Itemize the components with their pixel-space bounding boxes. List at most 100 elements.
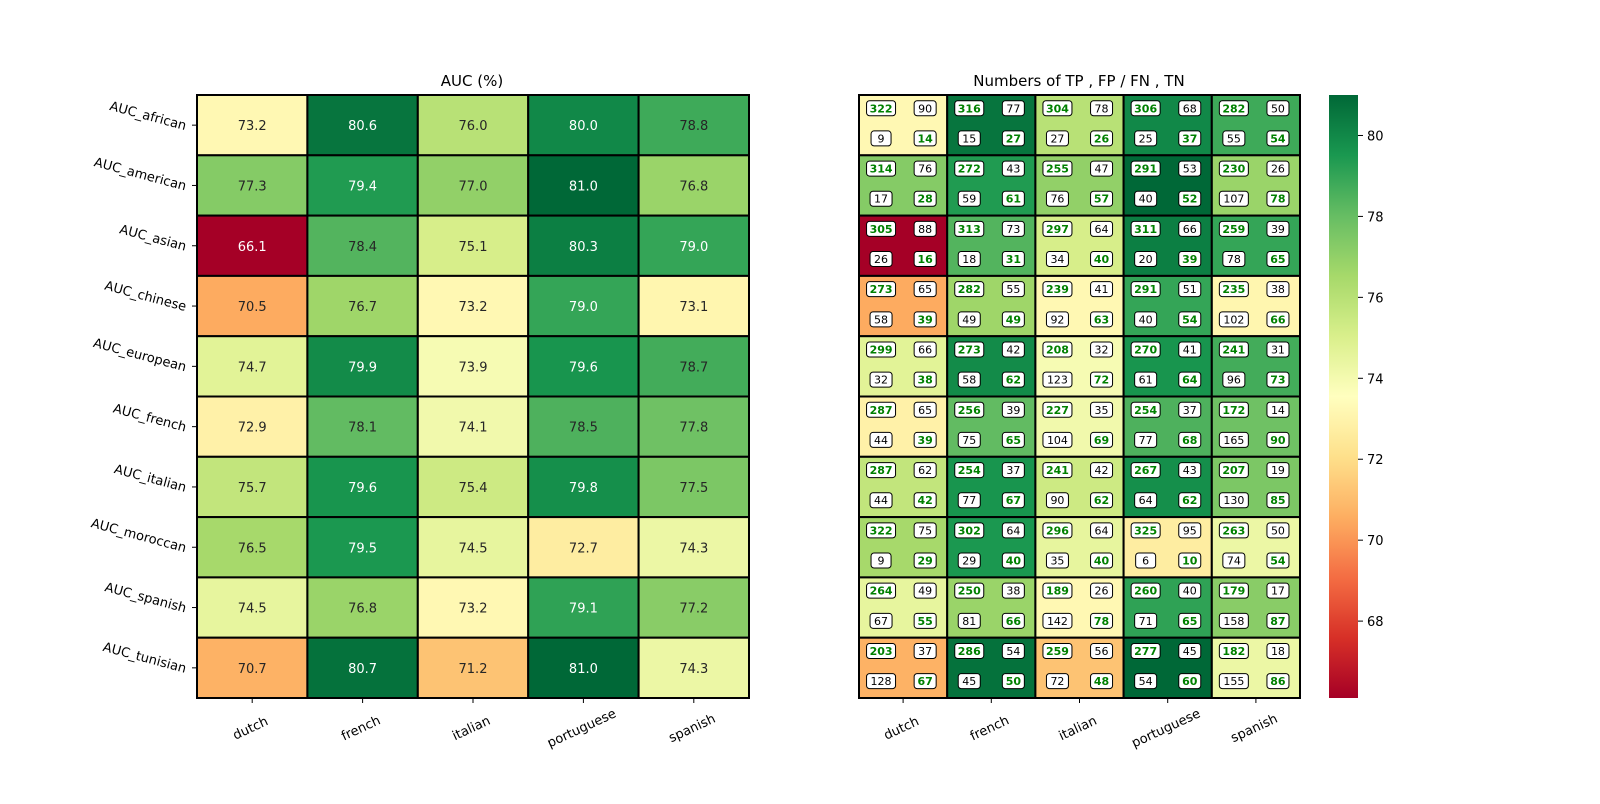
y-tick-label: AUC_european — [92, 336, 188, 375]
tp-count-label: 316 — [958, 102, 981, 115]
tn-count-label: 67 — [917, 675, 932, 688]
fn-count-label: 58 — [962, 374, 976, 387]
tp-box — [1130, 462, 1161, 479]
tp-box — [1218, 220, 1249, 237]
fp-box — [1178, 582, 1202, 599]
fp-count-label: 39 — [1271, 223, 1285, 236]
fp-box — [1001, 401, 1025, 418]
x-tick-label: dutch — [231, 714, 271, 743]
tn-count-label: 90 — [1270, 434, 1286, 447]
fn-box — [869, 190, 893, 207]
tp-box — [1218, 522, 1249, 539]
fp-count-label: 39 — [1006, 404, 1020, 417]
tp-box — [1042, 462, 1073, 479]
tp-count-label: 259 — [1222, 223, 1245, 236]
tn-count-label: 31 — [1006, 253, 1021, 266]
x-tick-label: french — [339, 713, 383, 744]
tn-box — [1178, 311, 1202, 328]
tn-count-label: 37 — [1182, 132, 1197, 145]
auc-cell — [527, 636, 640, 700]
auc-value-label: 78.7 — [679, 360, 708, 375]
tp-count-label: 208 — [1046, 343, 1069, 356]
tp-count-label: 286 — [958, 645, 981, 658]
tn-box — [1001, 371, 1025, 388]
fp-count-label: 66 — [1183, 223, 1197, 236]
tn-count-label: 86 — [1270, 675, 1286, 688]
tn-box — [1090, 612, 1114, 629]
tn-count-label: 68 — [1182, 434, 1197, 447]
tp-count-label: 282 — [1222, 102, 1245, 115]
auc-value-label: 73.2 — [459, 602, 488, 617]
fn-count-label: 55 — [1227, 132, 1241, 145]
tn-box — [1266, 673, 1290, 690]
fp-box — [1178, 401, 1202, 418]
fp-count-label: 78 — [1095, 102, 1109, 115]
tn-count-label: 55 — [917, 615, 932, 628]
auc-value-label: 81.0 — [569, 179, 598, 194]
tn-box — [1090, 431, 1114, 448]
tp-count-label: 254 — [1134, 404, 1157, 417]
tn-count-label: 29 — [917, 555, 932, 568]
tp-count-label: 325 — [1134, 524, 1157, 537]
fp-count-label: 65 — [918, 283, 932, 296]
fn-box — [957, 311, 981, 328]
tp-box — [1130, 341, 1161, 358]
fp-box — [1090, 281, 1114, 298]
auc-value-label: 80.7 — [348, 662, 377, 677]
fp-box — [1266, 281, 1290, 298]
tn-box — [1090, 492, 1114, 509]
tp-box — [866, 281, 897, 298]
auc-value-label: 80.0 — [569, 119, 598, 134]
fp-box — [913, 100, 937, 117]
fn-count-label: 35 — [1050, 555, 1064, 568]
fn-count-label: 40 — [1139, 313, 1153, 326]
fn-count-label: 45 — [962, 675, 976, 688]
fp-box — [1266, 341, 1290, 358]
tn-box — [913, 371, 937, 388]
tn-count-label: 39 — [917, 313, 932, 326]
fp-count-label: 66 — [918, 343, 932, 356]
tn-count-label: 62 — [1094, 494, 1109, 507]
fn-box — [1134, 130, 1158, 147]
fn-count-label: 58 — [874, 313, 888, 326]
fp-box — [1090, 100, 1114, 117]
counts-heatmap-title: Numbers of TP , FP / FN , TN — [973, 72, 1184, 90]
fn-count-label: 67 — [874, 615, 888, 628]
auc-cell — [637, 154, 750, 217]
y-tick-label: AUC_tunisian — [101, 640, 188, 677]
auc-cell — [306, 335, 419, 398]
tp-box — [1042, 522, 1073, 539]
y-tick-label: AUC_french — [111, 402, 188, 436]
tn-box — [1266, 371, 1290, 388]
auc-value-label: 77.2 — [679, 602, 708, 617]
tn-box — [913, 311, 937, 328]
tp-count-label: 241 — [1222, 343, 1245, 356]
tp-box — [954, 100, 985, 117]
tp-box — [1218, 281, 1249, 298]
tp-box — [866, 582, 897, 599]
fp-box — [1090, 401, 1114, 418]
fn-count-label: 77 — [962, 494, 976, 507]
tn-count-label: 60 — [1182, 675, 1198, 688]
fn-count-label: 81 — [962, 615, 976, 628]
auc-value-label: 79.0 — [569, 300, 598, 315]
fn-count-label: 77 — [1139, 434, 1153, 447]
fn-box — [1134, 492, 1158, 509]
tn-box — [1266, 311, 1290, 328]
auc-value-label: 75.7 — [238, 481, 267, 496]
tn-box — [1178, 130, 1202, 147]
fn-count-label: 90 — [1050, 494, 1064, 507]
auc-value-label: 76.7 — [348, 300, 377, 315]
fn-count-label: 123 — [1047, 374, 1068, 387]
tn-count-label: 57 — [1094, 193, 1109, 206]
colorbar-tick-label: 80 — [1367, 129, 1384, 144]
tp-box — [1042, 160, 1073, 177]
tn-box — [1178, 552, 1202, 569]
tn-box — [1178, 492, 1202, 509]
fn-count-label: 96 — [1227, 374, 1241, 387]
tp-box — [1042, 582, 1073, 599]
tn-count-label: 54 — [1270, 555, 1286, 568]
auc-value-label: 79.6 — [569, 360, 598, 375]
fn-box — [1042, 371, 1073, 388]
fn-count-label: 44 — [874, 494, 888, 507]
